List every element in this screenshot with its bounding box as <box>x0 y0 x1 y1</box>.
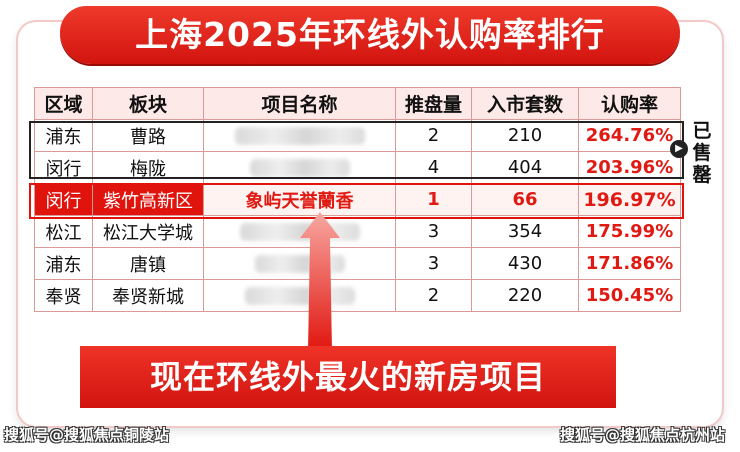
header-units: 入市套数 <box>471 87 579 120</box>
sold-out-label: 已售罄 <box>692 120 712 186</box>
watermark-left: 搜狐号@搜狐焦点铜陵站 <box>4 426 170 444</box>
cell-project-blurred <box>203 119 396 152</box>
highlight-frame <box>29 183 684 219</box>
cell-zone: 奉贤 <box>34 279 93 312</box>
cell-zone: 浦东 <box>34 119 93 152</box>
cell-batches: 1 <box>395 183 472 216</box>
cell-batches: 3 <box>395 215 472 248</box>
cell-batches: 2 <box>395 119 472 152</box>
title-banner <box>60 6 680 64</box>
page-title: 上海2025年环线外认购率排行 <box>135 15 605 54</box>
cell-project: 象屿天誉蘭香 <box>203 183 396 216</box>
cell-block: 奉贤新城 <box>92 279 204 312</box>
table-row: 奉贤 奉贤新城 2 220 150.45% <box>34 279 681 312</box>
cell-block: 曹路 <box>92 119 204 152</box>
cell-rate: 171.86% <box>578 247 681 280</box>
cell-units: 430 <box>471 247 579 280</box>
table-row: 浦东 唐镇 3 430 171.86% <box>34 247 681 280</box>
cell-units: 354 <box>471 215 579 248</box>
cell-zone: 松江 <box>34 215 93 248</box>
callout-banner: 现在环线外最火的新房项目 <box>80 346 616 408</box>
blurred-project-name <box>249 159 350 177</box>
sold-out-frame <box>29 121 684 179</box>
callout-arrow-icon <box>300 212 340 352</box>
header-block: 板块 <box>92 87 204 120</box>
cell-rate: 175.99% <box>578 215 681 248</box>
header-zone: 区域 <box>34 87 93 120</box>
cell-rate: 264.76% <box>578 119 681 152</box>
cell-block: 唐镇 <box>92 247 204 280</box>
header-rate: 认购率 <box>578 87 681 120</box>
cell-zone: 浦东 <box>34 247 93 280</box>
cell-units: 220 <box>471 279 579 312</box>
cell-project-blurred <box>203 215 396 248</box>
watermark-right: 搜狐号@搜狐焦点杭州站 <box>560 426 726 444</box>
cell-block: 松江大学城 <box>92 215 204 248</box>
header-project: 项目名称 <box>203 87 396 120</box>
blurred-project-name <box>234 127 365 145</box>
cell-batches: 3 <box>395 247 472 280</box>
table-row-highlighted: 闵行 紫竹高新区 象屿天誉蘭香 1 66 196.97% <box>34 183 681 216</box>
header-batches: 推盘量 <box>395 87 472 120</box>
cell-batches: 2 <box>395 279 472 312</box>
cell-rate: 150.45% <box>578 279 681 312</box>
table-row: 松江 松江大学城 3 354 175.99% <box>34 215 681 248</box>
table-header-row: 区域 板块 项目名称 推盘量 入市套数 认购率 <box>34 87 681 120</box>
play-arrow-icon: ▶ <box>670 140 688 158</box>
